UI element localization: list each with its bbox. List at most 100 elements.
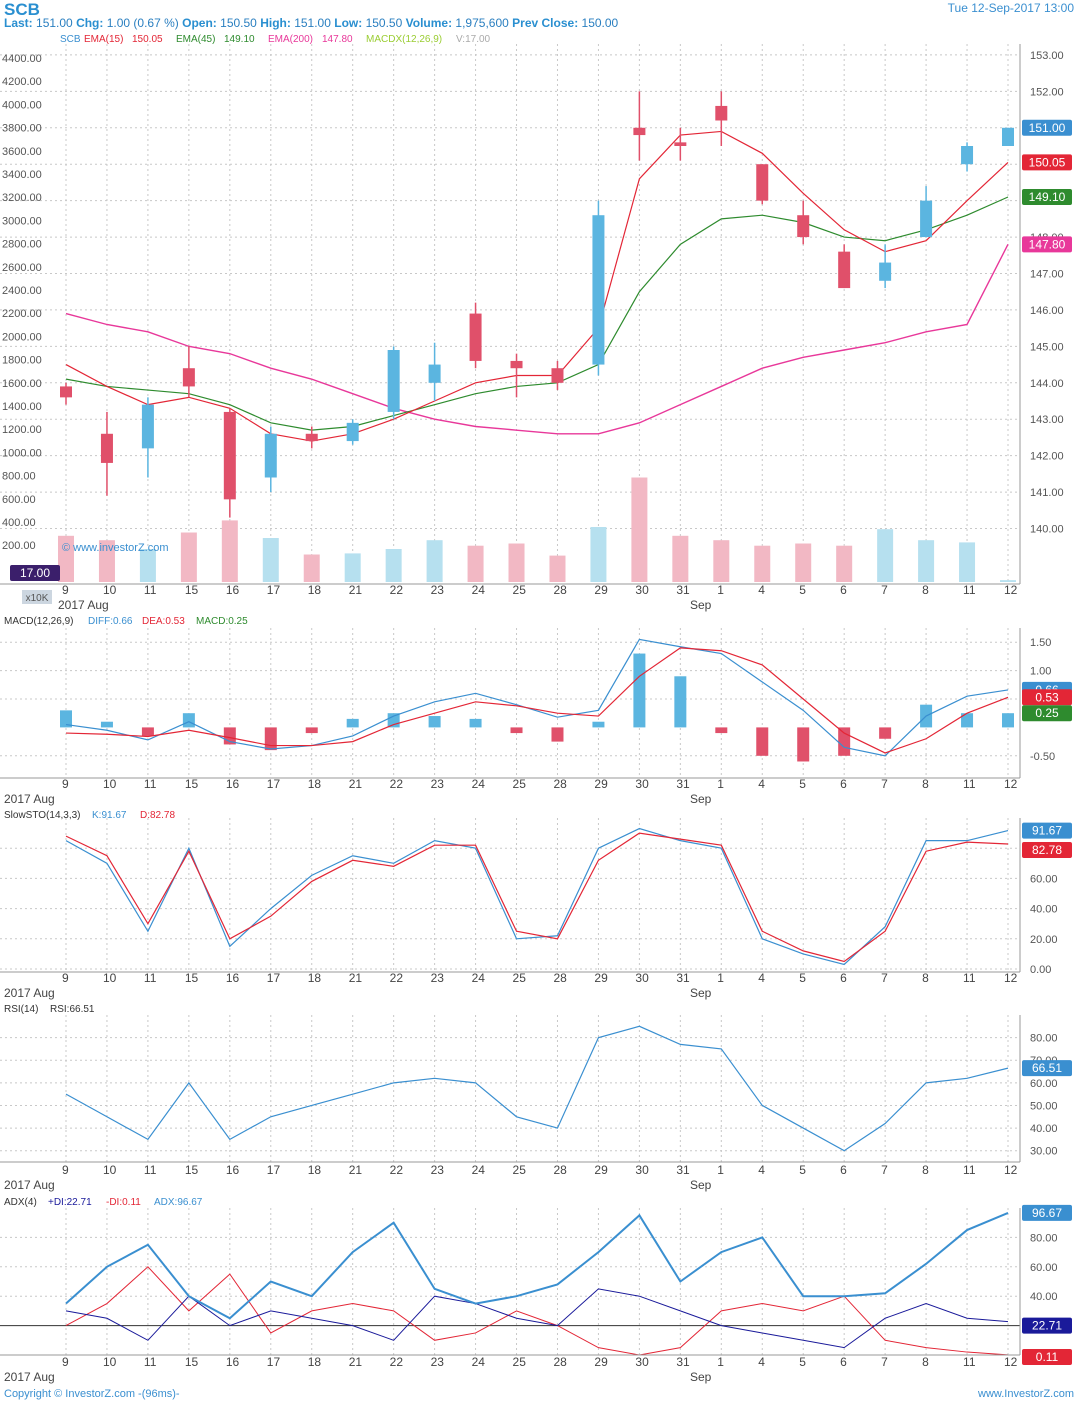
x-tick-label: 8	[922, 971, 929, 985]
month-label-sep: Sep	[690, 986, 712, 1000]
macd-histogram-bar	[100, 721, 113, 728]
volume-bar	[426, 540, 443, 582]
sto-d-line	[65, 832, 1009, 963]
chart-header: SCB Tue 12-Sep-2017 13:00 Last: 151.00 C…	[0, 0, 1080, 34]
volume-tick-label: 200.00	[2, 540, 36, 552]
x-tick-label: 23	[431, 971, 445, 985]
candle-body	[60, 386, 72, 398]
x-tick-label: 29	[594, 1355, 608, 1369]
x-tick-label: 16	[226, 971, 240, 985]
sto-k-line	[65, 827, 1009, 966]
legend-ema-200-: EMA(200)	[268, 34, 313, 45]
x-tick-label: 9	[62, 971, 69, 985]
x-tick-label: 30	[635, 971, 649, 985]
volume-tick-label: 1200.00	[2, 424, 42, 436]
legend-value: 147.80	[322, 34, 353, 45]
x-tick-label: 31	[676, 583, 690, 597]
volume-bar	[58, 535, 74, 582]
adx-legend-label: ADX(4)	[4, 1197, 37, 1208]
month-label-aug: 2017 Aug	[4, 986, 55, 1000]
legend-value: 150.05	[132, 34, 163, 45]
price-badge-3: 147.80	[1029, 237, 1066, 251]
x-tick-label: 29	[594, 777, 608, 791]
macd-diff-line	[65, 638, 1009, 757]
volume-tick-label: 600.00	[2, 494, 36, 506]
x-tick-label: 12	[1004, 1355, 1018, 1369]
sto-badge-k-bg	[1022, 822, 1072, 839]
adx-badge-adx-bg	[1022, 1204, 1072, 1221]
x-tick-label: 29	[594, 583, 608, 597]
legend-ema-45-: EMA(45)	[176, 34, 215, 45]
sto-badge-d: 82.78	[1032, 843, 1062, 857]
x-tick-label: 11	[144, 777, 157, 791]
x-tick-label: 28	[553, 1355, 567, 1369]
candle-body	[387, 350, 400, 412]
volume-tick-label: 800.00	[2, 471, 36, 483]
x-tick-label: 9	[62, 1355, 69, 1369]
x-tick-label: 23	[431, 1355, 445, 1369]
candle-body	[223, 411, 236, 500]
rsi-badge: 66.51	[1032, 1061, 1062, 1075]
x-tick-label: 5	[799, 777, 806, 791]
volume-bar	[631, 477, 648, 582]
x-tick-label: 24	[472, 777, 486, 791]
x-tick-label: 21	[349, 1163, 363, 1177]
candle-body	[879, 262, 892, 281]
x-tick-label: 28	[553, 583, 567, 597]
open-value: 150.50	[220, 16, 257, 30]
x-tick-label: 16	[226, 777, 240, 791]
x-tick-label: 5	[799, 1163, 806, 1177]
adx-line	[65, 1211, 1009, 1320]
x-tick-label: 6	[840, 583, 847, 597]
adx-badge-adx: 96.67	[1032, 1206, 1062, 1220]
x-tick-label: 6	[840, 1163, 847, 1177]
macd-tick-label: 1.50	[1030, 637, 1051, 649]
chg-value: 1.00 (0.67 %)	[106, 16, 179, 30]
x-tick-label: 12	[1004, 777, 1018, 791]
x-tick-label: 8	[922, 777, 929, 791]
macd-histogram-bar	[633, 653, 646, 728]
high-value: 151.00	[294, 16, 331, 30]
macd-histogram-bar	[879, 727, 892, 739]
x-tick-label: 23	[431, 583, 445, 597]
x-tick-label: 8	[922, 583, 929, 597]
macd-badge-macd-bg	[1022, 705, 1072, 722]
price-tick-label: 152.00	[1030, 86, 1064, 98]
price-badge-2: 149.10	[1029, 190, 1066, 204]
volume-tick-label: 4200.00	[2, 76, 42, 88]
x-tick-label: 7	[881, 1355, 888, 1369]
x-tick-label: 18	[308, 971, 322, 985]
x-tick-label: 24	[472, 583, 486, 597]
volume-bar	[549, 555, 566, 582]
rsi-line	[65, 1025, 1009, 1152]
x-tick-label: 11	[144, 1163, 157, 1177]
candle-body	[838, 251, 851, 289]
x-tick-label: 11	[963, 777, 976, 791]
quote-summary: Last: 151.00 Chg: 1.00 (0.67 %) Open: 15…	[4, 16, 618, 30]
candle-body	[182, 368, 195, 387]
x-tick-label: 30	[635, 1355, 649, 1369]
x-tick-label: 24	[472, 971, 486, 985]
macd-histogram-bar	[346, 718, 359, 728]
rsi-legend-label: RSI(14)	[4, 1004, 38, 1015]
volume-tick-label: 2800.00	[2, 239, 42, 251]
legend-scb: SCB	[60, 34, 81, 45]
x-tick-label: 16	[226, 583, 240, 597]
price-tick-label: 146.00	[1030, 305, 1064, 317]
macd-histogram-bar	[182, 713, 195, 728]
x-tick-label: 31	[676, 1163, 690, 1177]
volume-bar	[180, 532, 197, 582]
x-tick-label: 1	[717, 1163, 724, 1177]
x-tick-label: 28	[553, 777, 567, 791]
volume-bar	[918, 540, 935, 582]
sto-legend-k: K:91.67	[92, 810, 127, 821]
x-tick-label: 6	[840, 971, 847, 985]
x-tick-label: 11	[144, 583, 157, 597]
sto-tick-label: 40.00	[1030, 904, 1058, 916]
volume-bar	[713, 540, 730, 582]
x-tick-label: 30	[635, 583, 649, 597]
macd-histogram-bar	[797, 727, 810, 762]
x-tick-label: 18	[308, 1163, 322, 1177]
x-tick-label: 9	[62, 1163, 69, 1177]
